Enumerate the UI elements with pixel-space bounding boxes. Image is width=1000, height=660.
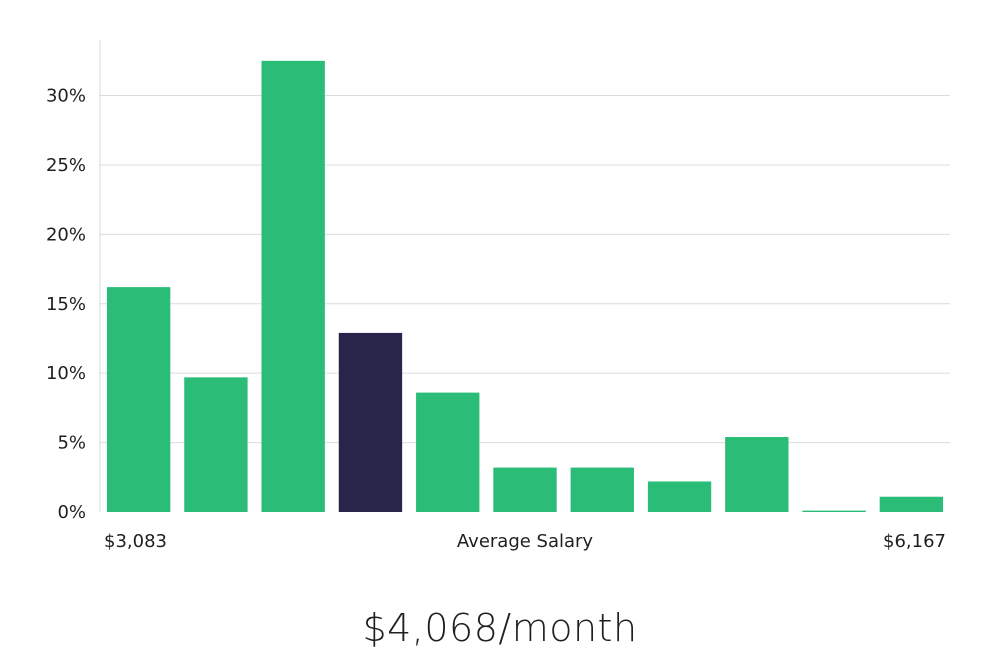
bar (570, 467, 634, 512)
bar (725, 437, 789, 512)
y-tick-label: 20% (46, 224, 86, 245)
bar (647, 481, 712, 512)
y-tick-label: 5% (57, 433, 86, 454)
bar (879, 496, 944, 512)
y-axis-ticks: 0% 5% 10% 15% 20% 25% 30% (46, 86, 86, 523)
bar (261, 60, 325, 513)
bar (416, 392, 480, 512)
x-axis-min-label: $3,083 (104, 531, 167, 552)
y-tick-label: 30% (46, 86, 86, 107)
bar-highlighted (338, 332, 403, 512)
salary-histogram-chart: 0% 5% 10% 15% 20% 25% 30% $3,083 Average Salar… (46, 40, 950, 552)
bar (802, 510, 866, 512)
bar (106, 287, 171, 512)
x-axis-title: Average Salary (457, 531, 594, 552)
y-tick-label: 0% (57, 502, 86, 523)
bar (493, 467, 557, 512)
y-tick-label: 15% (46, 294, 86, 315)
y-tick-label: 10% (46, 363, 86, 384)
bars (106, 60, 944, 513)
y-tick-label: 25% (46, 155, 86, 176)
average-salary-value: $4,068/month (362, 606, 638, 650)
x-axis-max-label: $6,167 (883, 531, 946, 552)
bar (184, 377, 248, 512)
grid-lines (100, 95, 950, 444)
